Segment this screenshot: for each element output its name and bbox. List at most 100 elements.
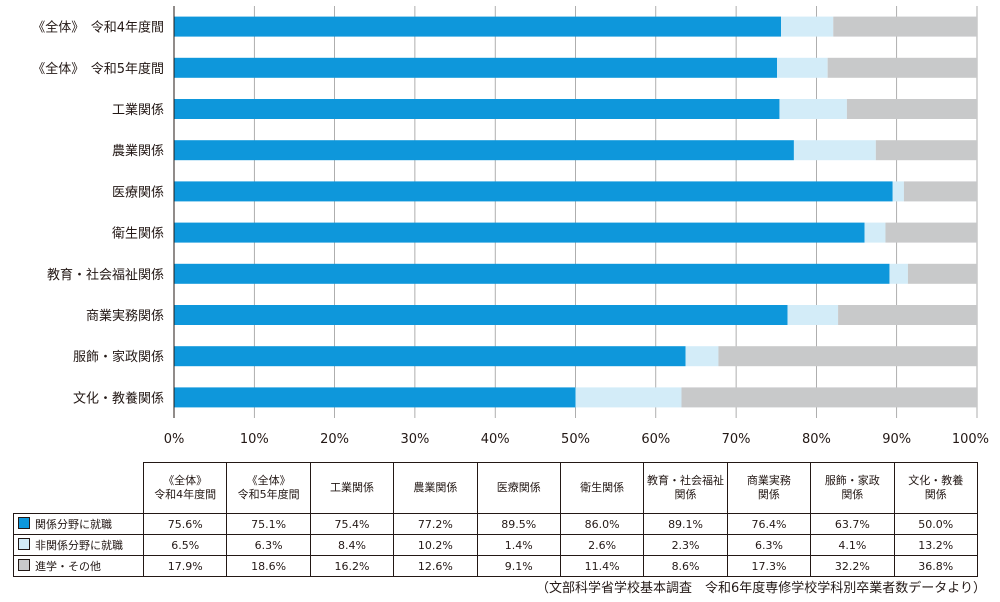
table-cell: 6.5% bbox=[142, 534, 228, 556]
table-cell: 32.2% bbox=[810, 555, 895, 577]
table-header-cell: 工業関係 bbox=[309, 462, 395, 514]
table-row: 関係分野に就職 75.6% 75.1% 75.4% 77.2% 89.5% 86… bbox=[13, 513, 979, 535]
source-note: （文部科学省学校基本調査 令和6年度専修学校学科別卒業者数データより） bbox=[535, 581, 986, 596]
table-header-cell: 服飾・家政 関係 bbox=[810, 462, 895, 514]
legend-swatch-related bbox=[18, 517, 30, 529]
table-cell: 11.4% bbox=[559, 555, 645, 577]
category-label: 医療関係 bbox=[112, 185, 164, 200]
table-cell: 75.1% bbox=[226, 513, 311, 535]
bar-other bbox=[903, 181, 977, 202]
bar-related bbox=[174, 222, 865, 243]
bar-related bbox=[174, 346, 686, 367]
table-cell: 16.2% bbox=[309, 555, 395, 577]
table-cell: 13.2% bbox=[893, 534, 979, 556]
table-corner bbox=[13, 462, 144, 514]
table-cell: 18.6% bbox=[226, 555, 311, 577]
table-cell: 4.1% bbox=[810, 534, 895, 556]
table-cell: 89.1% bbox=[643, 513, 728, 535]
bar-other bbox=[718, 346, 977, 367]
table-header-row: 《全体》 令和4年度間 《全体》 令和5年度間 工業関係 農業関係 医療関係 衛… bbox=[13, 462, 979, 514]
bar-unrelated bbox=[864, 222, 886, 243]
bar-unrelated bbox=[892, 181, 904, 202]
table-cell: 86.0% bbox=[559, 513, 645, 535]
category-label: 文化・教養関係 bbox=[73, 390, 164, 406]
x-tick-label: 100% bbox=[952, 432, 989, 447]
row-label: 進学・その他 bbox=[35, 560, 101, 573]
bar-other bbox=[838, 305, 977, 325]
bar-other bbox=[885, 222, 977, 243]
bar-related bbox=[174, 263, 890, 284]
x-tick-label: 30% bbox=[400, 432, 429, 447]
category-label: 農業関係 bbox=[112, 143, 164, 159]
table-cell: 17.9% bbox=[142, 555, 228, 577]
table-header-cell: 医療関係 bbox=[476, 462, 561, 514]
bar-other bbox=[875, 140, 977, 161]
table-cell: 6.3% bbox=[726, 534, 812, 556]
x-tick-label: 70% bbox=[722, 432, 751, 447]
category-label: 服飾・家政関係 bbox=[73, 349, 164, 365]
x-tick-label: 10% bbox=[240, 432, 269, 447]
legend-swatch-other bbox=[18, 559, 30, 571]
table-cell: 77.2% bbox=[393, 513, 478, 535]
bar-related bbox=[174, 57, 778, 78]
bar-unrelated bbox=[781, 16, 834, 37]
category-label: 工業関係 bbox=[112, 102, 164, 118]
table-cell: 89.5% bbox=[476, 513, 561, 535]
stacked-bar-chart: 《全体》 令和4年度間《全体》 令和5年度間工業関係農業関係医療関係衛生関係教育… bbox=[32, 6, 989, 447]
x-tick-label: 50% bbox=[561, 432, 590, 447]
x-tick-label: 0% bbox=[164, 432, 185, 447]
category-label: 教育・社会福祉関係 bbox=[47, 267, 164, 283]
category-label: 《全体》 令和5年度間 bbox=[32, 61, 164, 77]
table-header-cell: 《全体》 令和4年度間 bbox=[142, 462, 228, 514]
table-cell: 17.3% bbox=[726, 555, 812, 577]
table-cell: 75.4% bbox=[309, 513, 395, 535]
table-cell: 75.6% bbox=[142, 513, 228, 535]
table-cell: 2.6% bbox=[559, 534, 645, 556]
table-cell: 36.8% bbox=[893, 555, 979, 577]
bar-related bbox=[174, 16, 782, 37]
bar-related bbox=[174, 99, 780, 119]
bar-related bbox=[174, 181, 893, 202]
bar-unrelated bbox=[575, 387, 682, 408]
table-header-cell: 衛生関係 bbox=[559, 462, 645, 514]
row-label: 関係分野に就職 bbox=[35, 518, 112, 531]
bar-unrelated bbox=[777, 57, 828, 78]
bar-other bbox=[827, 57, 977, 78]
x-tick-label: 60% bbox=[641, 432, 670, 447]
x-tick-label: 40% bbox=[481, 432, 510, 447]
bar-related bbox=[174, 387, 576, 408]
table-cell: 2.3% bbox=[643, 534, 728, 556]
table-cell: 8.6% bbox=[643, 555, 728, 577]
legend-swatch-unrelated bbox=[18, 538, 30, 550]
table-cell: 10.2% bbox=[393, 534, 478, 556]
category-label: 商業実務関係 bbox=[86, 308, 164, 324]
bar-related bbox=[174, 140, 794, 161]
bar-unrelated bbox=[787, 305, 839, 325]
table-header-cell: 教育・社会福祉 関係 bbox=[643, 462, 728, 514]
bar-unrelated bbox=[889, 263, 908, 284]
bar-other bbox=[846, 99, 977, 119]
data-table: 《全体》 令和4年度間 《全体》 令和5年度間 工業関係 農業関係 医療関係 衛… bbox=[13, 462, 979, 577]
x-tick-label: 80% bbox=[802, 432, 831, 447]
bar-other bbox=[681, 387, 977, 408]
table-header-cell: 商業実務 関係 bbox=[726, 462, 812, 514]
table-cell: 76.4% bbox=[726, 513, 812, 535]
bar-unrelated bbox=[779, 99, 847, 119]
table-header-cell: 《全体》 令和5年度間 bbox=[226, 462, 311, 514]
table-cell: 8.4% bbox=[309, 534, 395, 556]
bar-related bbox=[174, 305, 788, 325]
table-cell: 12.6% bbox=[393, 555, 478, 577]
legend-other: 進学・その他 bbox=[13, 555, 144, 577]
legend-unrelated: 非関係分野に就職 bbox=[13, 534, 144, 556]
table-cell: 50.0% bbox=[893, 513, 979, 535]
bar-other bbox=[833, 16, 977, 37]
row-label: 非関係分野に就職 bbox=[35, 539, 123, 552]
table-cell: 6.3% bbox=[226, 534, 311, 556]
table-cell: 9.1% bbox=[476, 555, 561, 577]
table-header-cell: 文化・教養 関係 bbox=[893, 462, 979, 514]
legend-related: 関係分野に就職 bbox=[13, 513, 144, 535]
x-tick-label: 90% bbox=[882, 432, 911, 447]
table-row: 非関係分野に就職 6.5% 6.3% 8.4% 10.2% 1.4% 2.6% … bbox=[13, 534, 979, 556]
bar-other bbox=[907, 263, 977, 284]
category-label: 衛生関係 bbox=[112, 227, 164, 242]
